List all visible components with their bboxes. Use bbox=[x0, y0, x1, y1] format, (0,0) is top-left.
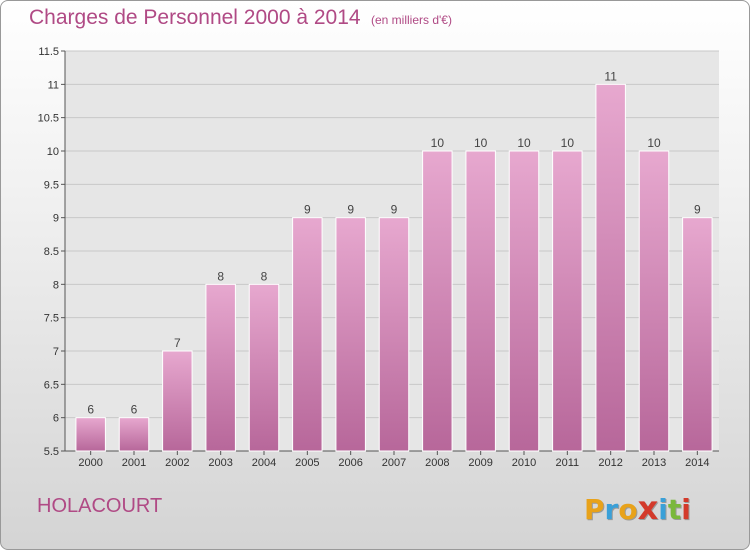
bar-2014 bbox=[682, 217, 713, 452]
x-tick-label-2006: 2006 bbox=[338, 457, 362, 469]
x-tick-label-2013: 2013 bbox=[642, 457, 666, 469]
commune-name: HOLACOURT bbox=[37, 495, 163, 517]
x-tick-label-2010: 2010 bbox=[512, 457, 536, 469]
bar-2007 bbox=[378, 217, 410, 452]
y-tick-label: 6 bbox=[53, 413, 59, 425]
x-tick-label-2002: 2002 bbox=[165, 457, 189, 469]
bar-2004 bbox=[248, 283, 280, 452]
x-tick-label-2011: 2011 bbox=[556, 457, 580, 469]
bar-2006 bbox=[335, 217, 366, 452]
value-label-2009: 10 bbox=[474, 136, 488, 150]
y-tick-label: 8 bbox=[53, 279, 59, 291]
value-label-2004: 8 bbox=[261, 269, 268, 283]
y-tick-label: 11 bbox=[48, 79, 59, 91]
value-label-2010: 10 bbox=[517, 136, 531, 150]
y-tick-label: 10 bbox=[47, 146, 59, 158]
value-label-2014: 9 bbox=[694, 203, 701, 217]
x-tick-label-2004: 2004 bbox=[252, 457, 276, 469]
chart-title: Charges de Personnel 2000 à 2014 bbox=[29, 6, 361, 29]
bar-2002 bbox=[162, 350, 193, 452]
proxiti-logo: Proxiti bbox=[584, 489, 691, 527]
x-tick-label-2012: 2012 bbox=[598, 457, 622, 469]
value-label-2007: 9 bbox=[391, 203, 398, 217]
bar-2013 bbox=[638, 150, 670, 452]
value-label-2001: 6 bbox=[131, 403, 138, 417]
x-tick-label-2009: 2009 bbox=[468, 457, 492, 469]
x-tick-label-2007: 2007 bbox=[382, 457, 406, 469]
bar-2008 bbox=[422, 150, 453, 452]
value-label-2012: 11 bbox=[604, 69, 617, 83]
y-tick-label: 9 bbox=[53, 213, 59, 225]
value-label-2008: 10 bbox=[431, 136, 445, 150]
value-label-2013: 10 bbox=[647, 136, 661, 150]
bar-2003 bbox=[205, 283, 236, 452]
x-tick-label-2000: 2000 bbox=[78, 457, 102, 469]
y-tick-label: 11.5 bbox=[38, 46, 59, 58]
bar-2000 bbox=[75, 417, 106, 452]
bar-2011 bbox=[552, 150, 583, 452]
y-tick-label: 7.5 bbox=[44, 313, 59, 325]
y-tick-label: 8.5 bbox=[44, 246, 59, 258]
y-tick-label: 7 bbox=[53, 346, 59, 358]
x-tick-label-2014: 2014 bbox=[685, 457, 709, 469]
x-tick-label-2005: 2005 bbox=[295, 457, 319, 469]
y-tick-label: 6.5 bbox=[44, 379, 59, 391]
x-tick-label-2003: 2003 bbox=[208, 457, 232, 469]
bar-2005 bbox=[292, 217, 323, 452]
value-label-2005: 9 bbox=[304, 203, 311, 217]
value-label-2006: 9 bbox=[347, 203, 354, 217]
x-tick-label-2008: 2008 bbox=[425, 457, 449, 469]
value-label-2002: 7 bbox=[174, 336, 181, 350]
bar-2001 bbox=[118, 417, 150, 452]
y-tick-label: 10.5 bbox=[38, 113, 59, 125]
bar-2012 bbox=[595, 83, 626, 452]
chart-subtitle: (en milliers d'€) bbox=[371, 13, 452, 27]
value-label-2003: 8 bbox=[217, 269, 224, 283]
bar-2009 bbox=[465, 150, 496, 452]
y-tick-label: 9.5 bbox=[44, 179, 59, 191]
y-tick-label: 5.5 bbox=[44, 446, 59, 458]
value-label-2000: 6 bbox=[87, 403, 94, 417]
x-tick-label-2001: 2001 bbox=[122, 457, 146, 469]
value-label-2011: 10 bbox=[561, 136, 575, 150]
bar-2010 bbox=[508, 150, 540, 452]
